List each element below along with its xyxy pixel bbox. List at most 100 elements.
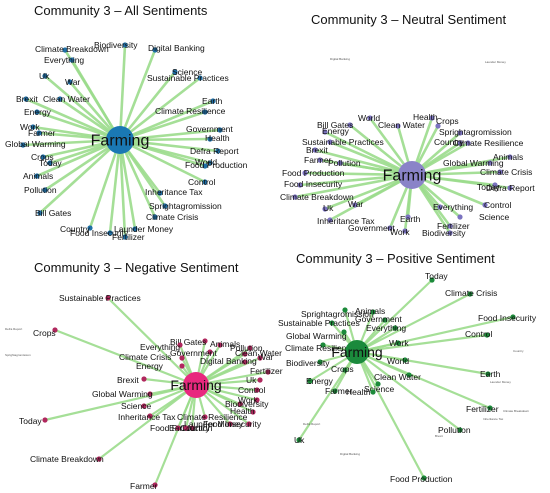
- panel-negative-sentiment: Community 3 – Negative Sentiment Sustain…: [5, 260, 283, 491]
- node-label: Sprightagromission: [149, 201, 222, 211]
- node-dot: [254, 387, 260, 393]
- node-dot: [217, 127, 223, 133]
- edge: [38, 138, 122, 215]
- node-layer: Biodiversity Digital Banking Climate Break…: [5, 40, 248, 242]
- edge: [355, 350, 426, 480]
- isolated-node-label: Country: [513, 349, 524, 353]
- node-dot: [152, 214, 158, 220]
- node-label: Sprightagromission: [301, 309, 374, 319]
- node-dot: [40, 154, 46, 160]
- node-label: Uk: [323, 203, 334, 213]
- isolated-node-label: Climate Breakdown: [503, 409, 529, 413]
- node-dot: [435, 123, 441, 129]
- node-label: Climate Crisis: [445, 288, 497, 298]
- node-label: Crops: [436, 116, 459, 126]
- node-label: Crops: [31, 152, 54, 162]
- node-dot: [352, 202, 358, 208]
- node-dot: [257, 377, 263, 383]
- edge-layer: [21, 43, 222, 239]
- node-dot: [227, 421, 233, 427]
- node-dot: [96, 456, 102, 462]
- node-label: Fertilizer: [437, 221, 470, 231]
- hub-label: Farming: [331, 344, 382, 360]
- hub-circle: [345, 340, 369, 364]
- node-label: Health: [205, 133, 230, 143]
- node-dot: [242, 359, 248, 365]
- panel-title: Community 3 – Positive Sentiment: [296, 251, 495, 266]
- node-dot: [296, 437, 302, 443]
- node-label: Food Production: [185, 160, 248, 170]
- hub-node: Farming: [331, 340, 383, 364]
- node-label: Bill Gates: [317, 120, 353, 130]
- hub-label: Farming: [91, 133, 150, 150]
- node-dot: [30, 124, 36, 130]
- node-label: Pollution: [328, 158, 361, 168]
- node-label: Control: [484, 200, 512, 210]
- node-label: Energy: [136, 361, 164, 371]
- node-label: Today: [425, 271, 448, 281]
- node-label: Digital Banking: [148, 43, 205, 53]
- node-label: World: [387, 356, 409, 366]
- node-dot: [210, 98, 216, 104]
- node-label: Biodiversity: [94, 40, 138, 50]
- node-dot: [175, 425, 181, 431]
- node-dot: [107, 230, 113, 236]
- node-label: Climate Breakdown: [30, 454, 104, 464]
- edge: [70, 58, 122, 142]
- node-dot: [322, 206, 328, 212]
- node-label: Sustainable Practices: [278, 318, 360, 328]
- node-label: Science: [479, 212, 510, 222]
- isolated-node-label: Launder Money: [490, 380, 511, 384]
- node-dot: [202, 163, 208, 169]
- node-label: Energy: [306, 376, 334, 386]
- node-label: War: [348, 199, 363, 209]
- node-label: Country: [180, 423, 211, 433]
- node-label: Today: [477, 182, 500, 192]
- node-label: Earth: [202, 96, 223, 106]
- node-dot: [23, 96, 29, 102]
- node-dot: [20, 142, 26, 148]
- node-dot: [492, 182, 498, 188]
- node-dot: [177, 342, 183, 348]
- node-label: World: [358, 113, 380, 123]
- node-label: Inheritance Tax: [118, 412, 176, 422]
- node-label: Food Insecurity: [478, 313, 537, 323]
- node-dot: [207, 136, 213, 142]
- node-dot: [342, 307, 348, 313]
- node-label: Pollution: [230, 343, 263, 353]
- edge: [355, 292, 472, 354]
- node-label: World: [195, 157, 217, 167]
- node-label: Inheritance Tax: [317, 216, 375, 226]
- node-label: Climate Breakdown: [35, 44, 109, 54]
- node-label: Uk: [39, 71, 50, 81]
- node-dot: [327, 217, 333, 223]
- node-label: Crops: [33, 328, 56, 338]
- node-label: Science: [121, 401, 152, 411]
- edge: [118, 138, 127, 239]
- node-dot: [215, 148, 221, 154]
- node-dot: [67, 79, 73, 85]
- isolated-node-label: Inheritance Tax: [483, 417, 504, 421]
- edge: [53, 328, 198, 387]
- node-label: Brexit: [117, 375, 139, 385]
- node-dot: [237, 401, 243, 407]
- node-label: Energy: [322, 126, 350, 136]
- node-dot: [162, 203, 168, 209]
- node-label: Health: [230, 406, 255, 416]
- node-dot: [297, 182, 303, 188]
- panel-title: Community 3 – All Sentiments: [34, 3, 208, 18]
- node-dot: [487, 160, 493, 166]
- node-dot: [429, 115, 435, 121]
- isolated-node-label: Defra Report: [303, 422, 320, 426]
- node-label: Government: [170, 348, 217, 358]
- node-dot: [317, 157, 323, 163]
- node-dot: [147, 413, 153, 419]
- node-label: Climate Resilience: [155, 106, 226, 116]
- node-label: Science: [172, 67, 203, 77]
- node-dot: [332, 388, 338, 394]
- node-label: Digital Banking: [200, 356, 257, 366]
- node-dot: [122, 234, 128, 240]
- isolated-node-label: Digital Banking: [330, 57, 350, 61]
- node-dot: [322, 129, 328, 135]
